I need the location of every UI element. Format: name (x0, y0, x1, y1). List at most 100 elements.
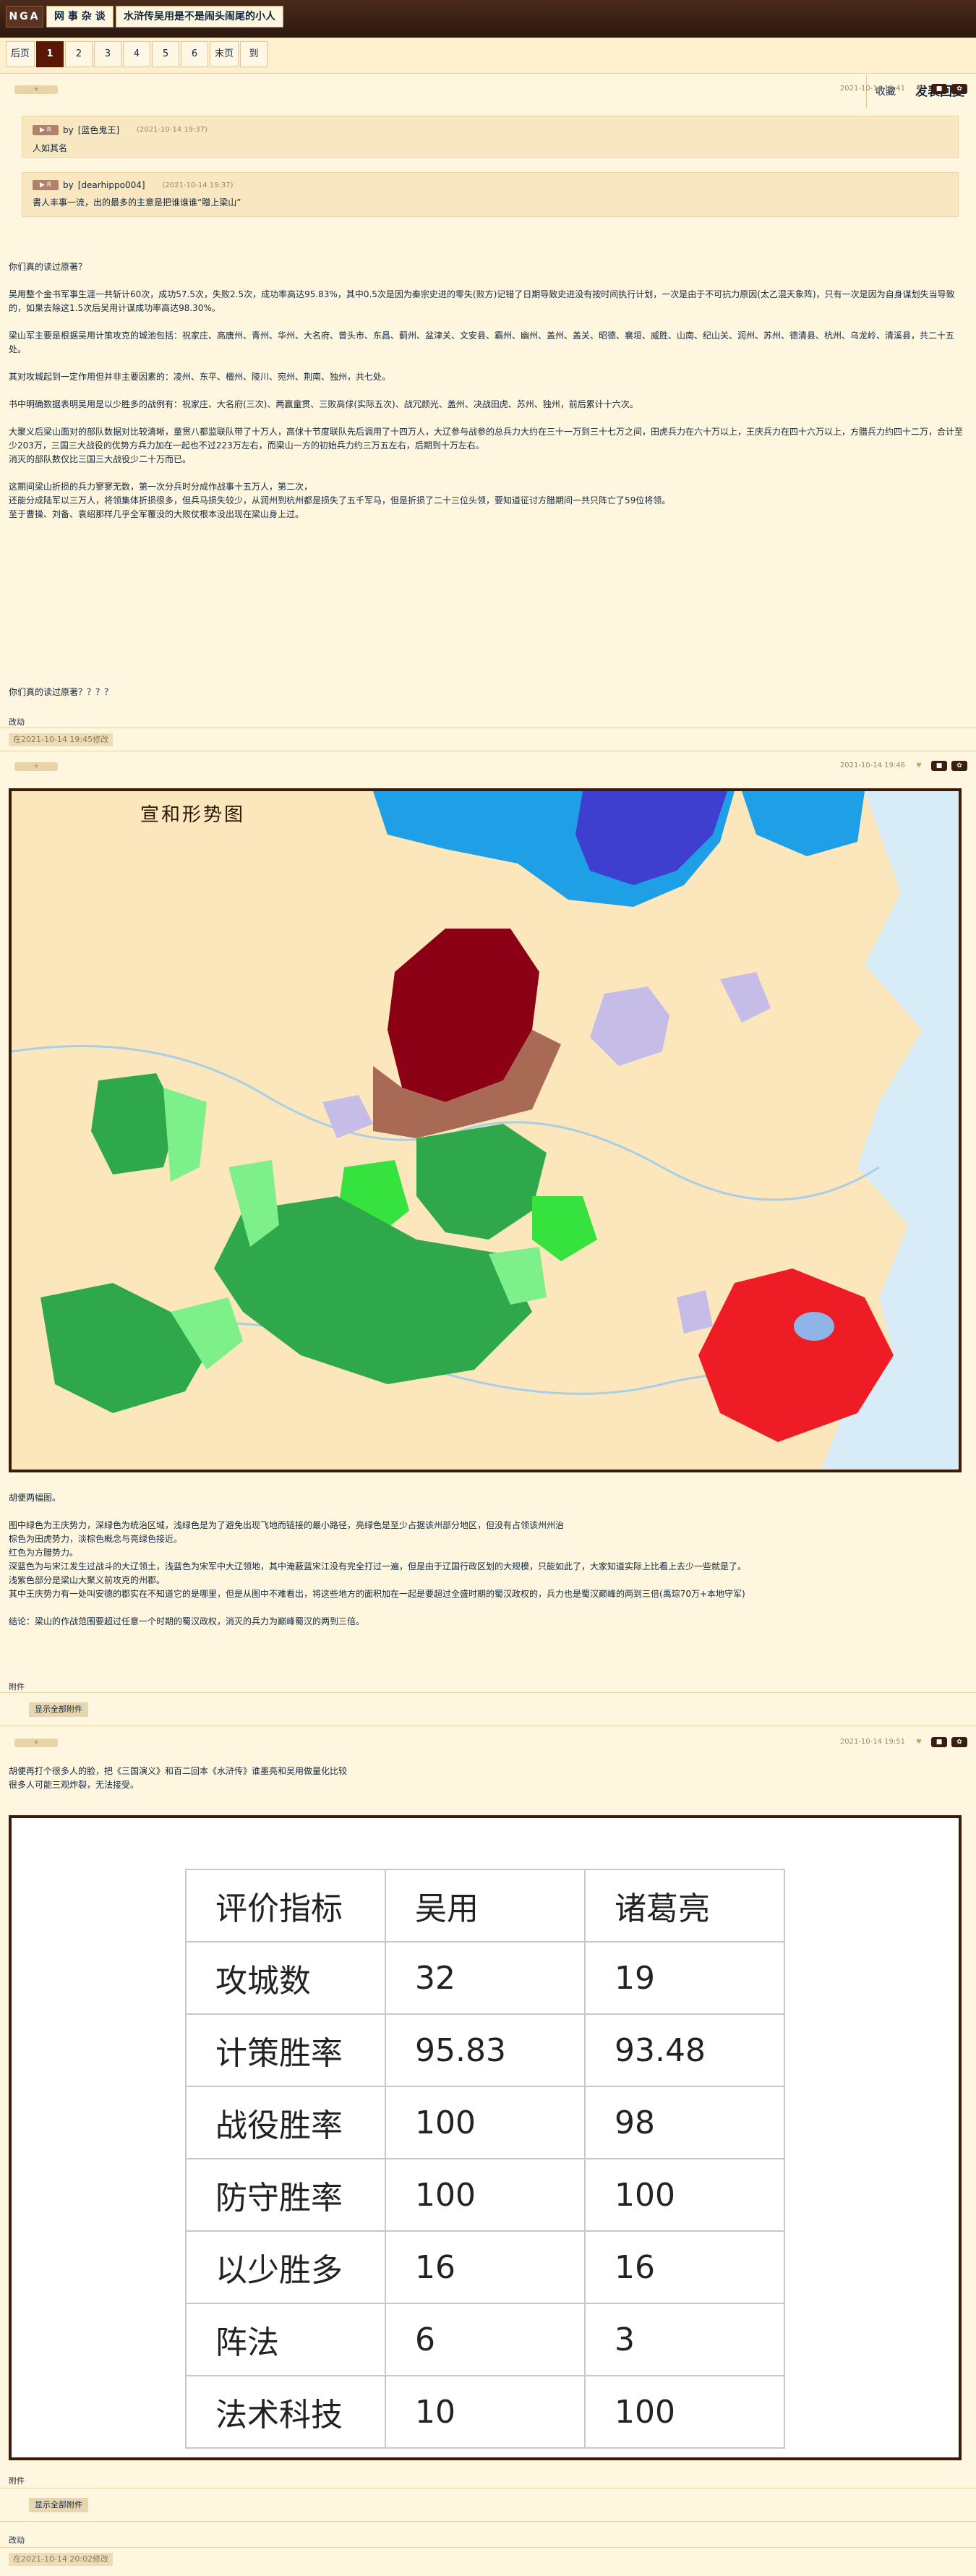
post-body: 你们真的读过原著？ 吴用整个金书军事生涯一共斩计60次，成功57.5次，失败2.… (9, 262, 964, 519)
reply-icon[interactable]: ■ (931, 1737, 947, 1747)
wang-qing-region (214, 1196, 532, 1384)
breadcrumb-thread[interactable]: 水浒传吴用是不是闹头闹尾的小人 (116, 6, 283, 27)
quote-block: ▶ R by [dearhippo004] (2021-10-14 19:37)… (22, 172, 959, 217)
divider (0, 2547, 976, 2548)
wang-qing-light-region (171, 1297, 243, 1370)
comparison-table-image[interactable]: 评价指标 吴用 诸葛亮 攻城数 32 19 计策胜率 95.83 93.48 战役胜率 100 98 防… (9, 1815, 962, 2460)
like-icon[interactable]: ♥ (915, 85, 923, 93)
level-badge: ★ (14, 1739, 58, 1747)
top-navbar: NGA 网 事 杂 谈 水浒传吴用是不是闹头闹尾的小人 (0, 0, 976, 38)
gear-icon[interactable]: ✿ (951, 84, 967, 94)
table-cell: 防守胜率 (185, 2158, 386, 2232)
table-cell: 法术科技 (185, 2375, 386, 2449)
liangshan-region (322, 1095, 373, 1138)
table-cell: 16 (385, 2230, 586, 2304)
divider (0, 2521, 976, 2522)
gear-icon[interactable]: ✿ (951, 1737, 967, 1747)
divider (0, 1692, 976, 1693)
wang-qing-region (40, 1283, 214, 1413)
sea (821, 791, 959, 1470)
page-link[interactable]: 4 (123, 41, 151, 67)
table-cell: 以少胜多 (185, 2230, 386, 2304)
fang-la-region (698, 1268, 894, 1442)
post-actions: ♥ ■ ✿ (911, 84, 967, 94)
table-cell: 3 (584, 2303, 785, 2376)
post-body: 胡便再打个很多人的脸，把《三国演义》和百二回本《水浒传》谁墨亮和吴用做量化比较 … (9, 1766, 348, 1790)
post-header: ★ 2021-10-14 19:46 ♥ ■ ✿ (9, 758, 967, 775)
quote-text: 書人丰事一流，出的最多的主意是把谁谁谁“贈上梁山” (33, 197, 241, 208)
table-header-row: 评价指标 吴用 诸葛亮 (185, 1869, 785, 1942)
table-cell: 100 (385, 2158, 586, 2232)
post-actions: ♥ ■ ✿ (911, 761, 967, 771)
map-title: 宣和形势图 (140, 804, 246, 826)
table-cell: 10 (385, 2375, 586, 2449)
page-link[interactable]: 2 (65, 41, 93, 67)
table-cell: 阵法 (185, 2303, 386, 2376)
table-row: 计策胜率 95.83 93.48 (185, 2013, 785, 2087)
table-cell: 诸葛亮 (584, 1869, 785, 1942)
like-icon[interactable]: ♥ (915, 762, 923, 769)
table-cell: 16 (584, 2230, 785, 2304)
show-attachments-button[interactable]: 显示全部附件 (29, 1702, 88, 1717)
table-cell: 100 (385, 2086, 586, 2159)
quote-user[interactable]: [蓝色鬼王] (77, 125, 120, 135)
level-badge: ★ (14, 85, 58, 94)
site-logo[interactable]: NGA (6, 6, 43, 27)
quote-user[interactable]: [dearhippo004] (77, 180, 145, 190)
page-link[interactable]: 6 (181, 41, 209, 67)
post-body-end: 你们真的读过原著？？？？ (9, 687, 114, 697)
table-cell: 100 (584, 2158, 785, 2232)
table-row: 攻城数 32 19 (185, 1941, 785, 2015)
wang-qing-region (416, 1124, 547, 1240)
table-row: 法术科技 10 100 (185, 2375, 785, 2449)
post-header: ★ 2021-10-14 19:41 ♥ ■ ✿ (9, 81, 967, 98)
post-time: 2021-10-14 19:41 (839, 85, 905, 93)
edit-time: 在2021-10-14 20:02修改 (9, 2553, 114, 2566)
gear-icon[interactable]: ✿ (951, 761, 967, 771)
table-cell: 计策胜率 (185, 2013, 386, 2087)
page-link[interactable]: 到 (240, 41, 268, 67)
liangshan-region (590, 986, 669, 1066)
table-cell: 95.83 (385, 2013, 586, 2087)
level-badge: ★ (14, 762, 58, 771)
pagination: 后页 1 2 3 4 5 6 末页到 (6, 41, 269, 67)
reply-icon[interactable]: ■ (931, 761, 947, 771)
page-link[interactable]: 后页 (6, 41, 35, 67)
table-row: 以少胜多 16 16 (185, 2230, 785, 2304)
table-cell: 19 (584, 1941, 785, 2015)
wang-qing-light-region (163, 1088, 207, 1182)
tian-hu-light-region (373, 1030, 561, 1138)
page-link[interactable]: 5 (152, 41, 180, 67)
edit-time: 在2021-10-14 19:45修改 (9, 733, 114, 746)
quote-text: 人如其名 (33, 143, 68, 153)
page-link[interactable]: 3 (94, 41, 122, 67)
breadcrumb-forum[interactable]: 网 事 杂 谈 (46, 6, 114, 27)
reply-icon[interactable]: ■ (931, 84, 947, 94)
post-time: 2021-10-14 19:46 (839, 762, 905, 769)
territory-map-image[interactable]: 宣和形势图 (9, 788, 962, 1472)
table-row: 战役胜率 100 98 (185, 2086, 785, 2159)
wang-qing-region (91, 1073, 178, 1174)
like-icon[interactable]: ♥ (915, 1739, 923, 1746)
table-cell: 32 (385, 1941, 586, 2015)
liao-dark-region (575, 791, 727, 885)
post-body: 胡便两幅图。 图中绿色为王庆势力，深绿色为统治区域，浅绿色是为了避免出现飞地而链… (9, 1493, 747, 1626)
edit-label: 改动 (9, 2536, 25, 2545)
table-cell: 93.48 (584, 2013, 785, 2087)
table-cell: 评价指标 (185, 1869, 386, 1942)
liangshan-region (677, 1290, 713, 1334)
page-link[interactable]: 末页 (210, 41, 239, 67)
quote-block: ▶ R by [蓝色鬼王] (2021-10-14 19:37) 人如其名 (22, 116, 959, 158)
table-cell: 100 (584, 2375, 785, 2449)
favorite-button[interactable]: 收藏 (866, 75, 904, 108)
page-link[interactable]: 1 (36, 41, 64, 67)
attachment-label: 附件 (9, 1682, 25, 1692)
table-cell: 98 (584, 2086, 785, 2159)
post-time: 2021-10-14 19:51 (839, 1738, 905, 1746)
quote-icon: ▶ R (33, 124, 59, 135)
tian-hu-region (388, 929, 539, 1102)
table-row: 阵法 6 3 (185, 2303, 785, 2376)
show-attachments-button[interactable]: 显示全部附件 (29, 2498, 88, 2512)
quote-icon: ▶ R (33, 180, 59, 190)
